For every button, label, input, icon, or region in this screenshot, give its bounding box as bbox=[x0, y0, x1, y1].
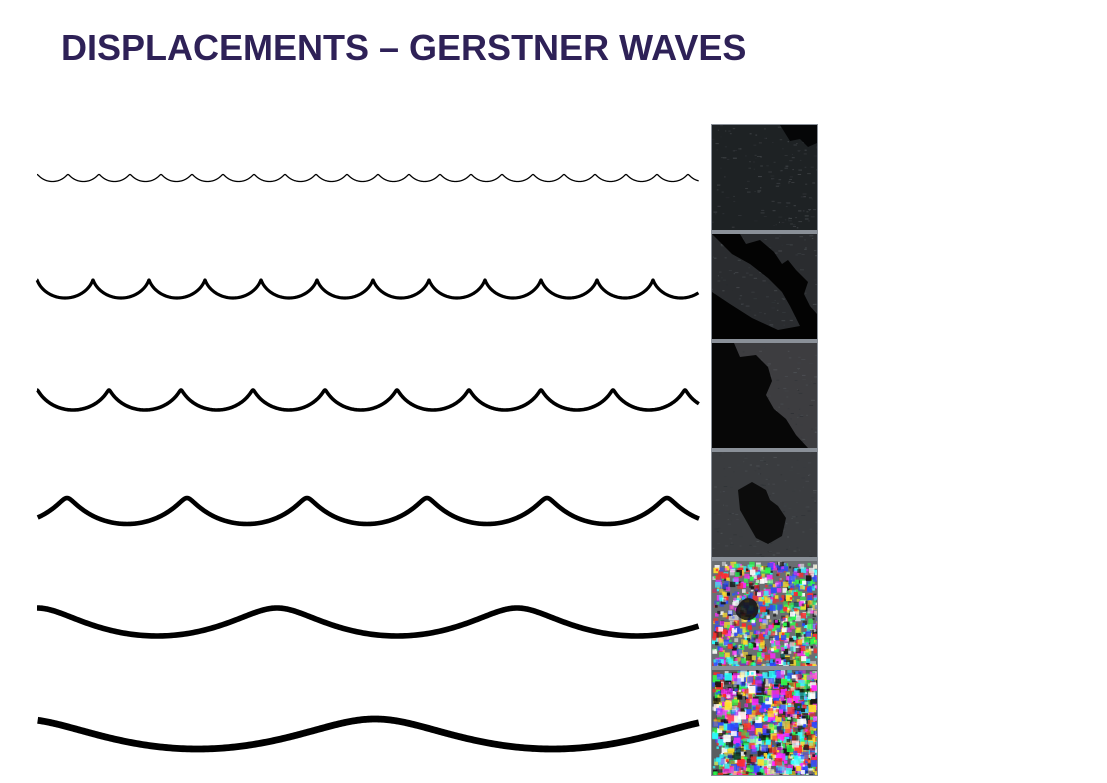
wave-profile-5 bbox=[35, 605, 700, 639]
slide-title: DISPLACEMENTS – GERSTNER WAVES bbox=[61, 27, 747, 68]
thumbnail-1 bbox=[712, 125, 817, 230]
thumbnail-3-image bbox=[712, 343, 817, 448]
thumbnail-5 bbox=[712, 561, 817, 666]
wave-profile-3 bbox=[35, 388, 700, 412]
thumbnail-2-image bbox=[712, 234, 817, 339]
thumbnail-2 bbox=[712, 234, 817, 339]
wave-profile-2 bbox=[35, 278, 700, 300]
thumbnail-5-image bbox=[712, 561, 817, 666]
thumbnail-4-image bbox=[712, 452, 817, 557]
thumbnail-6 bbox=[712, 670, 817, 775]
thumbnail-1-image bbox=[712, 125, 817, 230]
thumbnail-3 bbox=[712, 343, 817, 448]
thumbnail-6-image bbox=[712, 670, 817, 775]
wave-profile-1 bbox=[36, 173, 699, 183]
thumbnail-4 bbox=[712, 452, 817, 557]
wave-profile-4 bbox=[36, 495, 700, 527]
displacement-thumbnail-strip bbox=[711, 124, 818, 776]
wave-profile-6 bbox=[35, 715, 701, 753]
